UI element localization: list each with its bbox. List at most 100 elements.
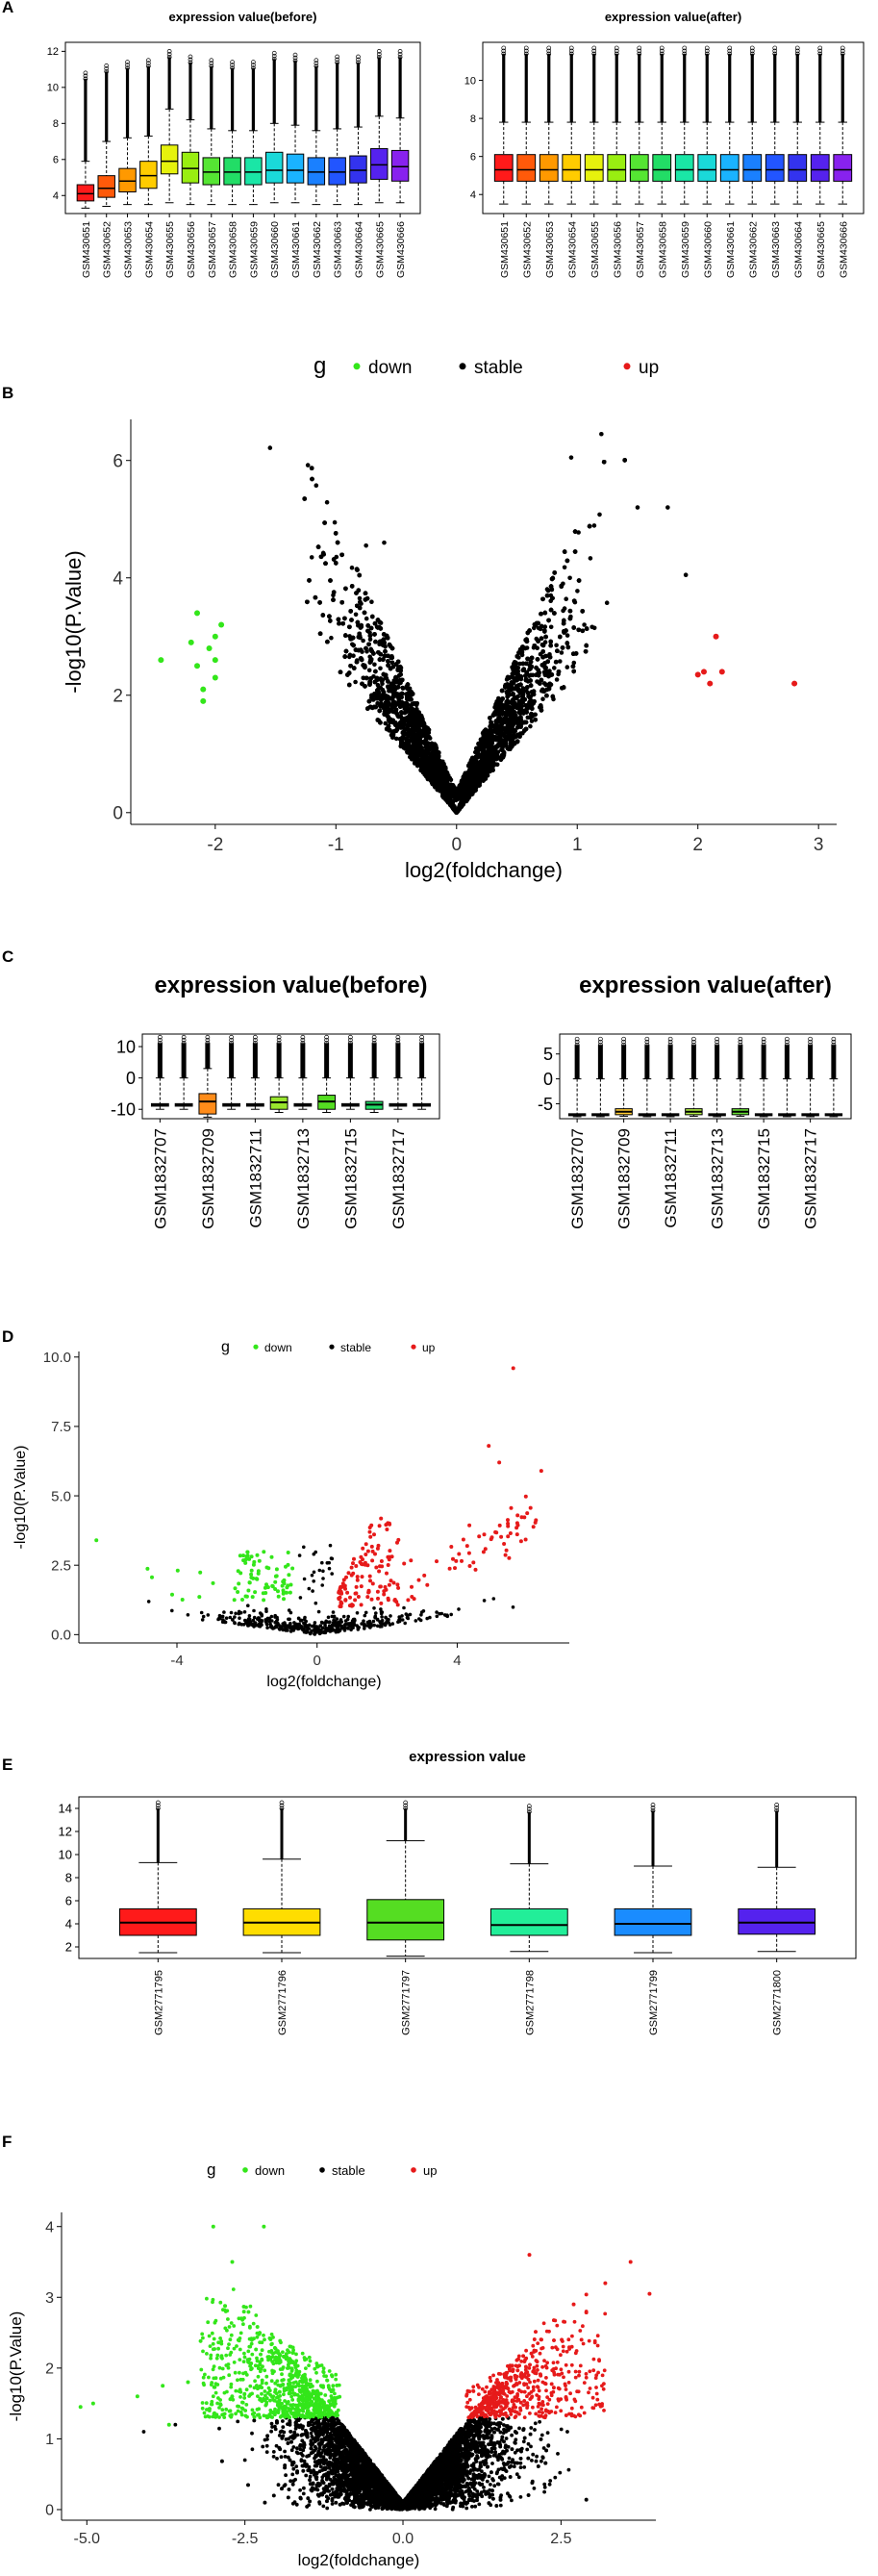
- x-tick-label: GSM2771799: [648, 1970, 660, 2035]
- stable-point: [582, 622, 587, 627]
- stable-point: [564, 665, 570, 669]
- stable-point: [366, 668, 372, 673]
- outlier-point: [738, 1039, 743, 1045]
- outlier-point: [230, 63, 235, 67]
- x-tick-label: GSM430666: [395, 221, 407, 278]
- scatter-B: -2 -1 0 1 2 30246log2(foldchange)-log10(P.Val…: [62, 353, 837, 882]
- panel-label-F: F: [2, 2133, 12, 2151]
- outlier-point: [591, 51, 597, 57]
- outlier-point: [667, 1039, 673, 1045]
- stable-point: [559, 650, 564, 655]
- legend-marker-down: [353, 363, 361, 370]
- x-tick-label: 3: [814, 835, 824, 855]
- outlier-point: [158, 1034, 163, 1040]
- y-tick-label: 12: [47, 46, 59, 58]
- outlier-point: [682, 51, 688, 57]
- box-body: [328, 157, 346, 186]
- box-2: [118, 60, 137, 206]
- outlier-point: [395, 1040, 401, 1046]
- box-9: [264, 50, 284, 204]
- box-body: [160, 144, 179, 175]
- x-tick-label: GSM430652: [521, 221, 533, 278]
- box-7: [652, 45, 672, 205]
- stable-point: [554, 643, 559, 648]
- outlier-point: [523, 48, 529, 54]
- outlier-point: [230, 65, 235, 70]
- outlier-point: [145, 61, 151, 66]
- box-8: [340, 1034, 360, 1110]
- box-3: [638, 1036, 657, 1118]
- outlier-point: [166, 55, 172, 60]
- y-tick-label: 4: [113, 568, 123, 589]
- box-9: [697, 45, 717, 205]
- x-tick-label: GSM430662: [747, 221, 759, 278]
- outlier-point: [501, 45, 507, 51]
- box-body: [76, 184, 95, 202]
- outlier-point: [574, 1039, 580, 1045]
- x-tick-label: GSM430665: [374, 221, 386, 278]
- x-tick-label: GSM430654: [566, 221, 578, 278]
- box-body: [516, 154, 537, 182]
- stable-point: [554, 677, 560, 682]
- outlier-point: [772, 48, 778, 54]
- y-tick-label: 0: [126, 1069, 136, 1088]
- box-15: [833, 45, 853, 205]
- outlier-point: [251, 63, 256, 67]
- outlier-point: [546, 51, 552, 57]
- stable-point: [324, 499, 330, 505]
- stable-point: [542, 640, 548, 644]
- outlier-point: [205, 1034, 211, 1040]
- x-tick-label: GSM430659: [680, 221, 691, 278]
- outlier-point: [526, 1804, 532, 1808]
- stable-point: [528, 723, 533, 729]
- box-14: [370, 49, 389, 204]
- x-tick-label: GSM2771796: [277, 1970, 288, 2035]
- outlier-point: [188, 54, 193, 60]
- outlier-point: [205, 1040, 211, 1046]
- outlier-point: [279, 1800, 285, 1806]
- outlier-point: [155, 1806, 161, 1811]
- outlier-point: [621, 1039, 626, 1045]
- stable-point: [407, 686, 413, 692]
- outlier-point: [83, 70, 88, 76]
- outlier-point: [568, 45, 574, 51]
- stable-point: [351, 653, 356, 658]
- outlier-point: [785, 1042, 790, 1048]
- outlier-point: [253, 1037, 258, 1043]
- outlier-point: [568, 48, 574, 54]
- x-tick-label: GSM430652: [102, 221, 113, 278]
- outlier-point: [774, 1803, 780, 1807]
- stable-point: [562, 606, 567, 611]
- outlier-point: [292, 58, 298, 63]
- stable-points: [267, 431, 689, 816]
- y-tick-label: 10: [47, 83, 59, 94]
- outlier-point: [574, 1042, 580, 1048]
- outlier-point: [727, 51, 733, 57]
- stable-point: [369, 599, 374, 604]
- stable-point: [562, 565, 567, 570]
- y-tick-label: 2: [65, 1940, 72, 1955]
- y-tick-label: 14: [59, 1802, 72, 1816]
- outlier-point: [335, 60, 340, 65]
- outlier-point: [667, 1036, 673, 1042]
- x-tick-label: GSM1832707: [151, 1128, 169, 1229]
- outlier-point: [158, 1040, 163, 1046]
- plot-frame: [141, 1033, 440, 1120]
- outlier-point: [704, 51, 710, 57]
- stable-point: [529, 719, 535, 723]
- stable-point: [567, 575, 572, 581]
- y-tick-label: 0: [113, 803, 123, 823]
- outlier-point: [840, 48, 845, 54]
- outlier-point: [229, 1040, 234, 1046]
- box-4: [160, 49, 179, 204]
- box-body: [765, 154, 785, 182]
- chart-title: expression value(after): [579, 972, 832, 998]
- box-10: [719, 45, 740, 205]
- x-tick-label: GSM430659: [248, 221, 260, 278]
- stable-point: [305, 463, 311, 467]
- outlier-point: [715, 1039, 719, 1045]
- box-8: [674, 45, 694, 205]
- outlier-point: [188, 60, 193, 65]
- box-11: [413, 1034, 432, 1110]
